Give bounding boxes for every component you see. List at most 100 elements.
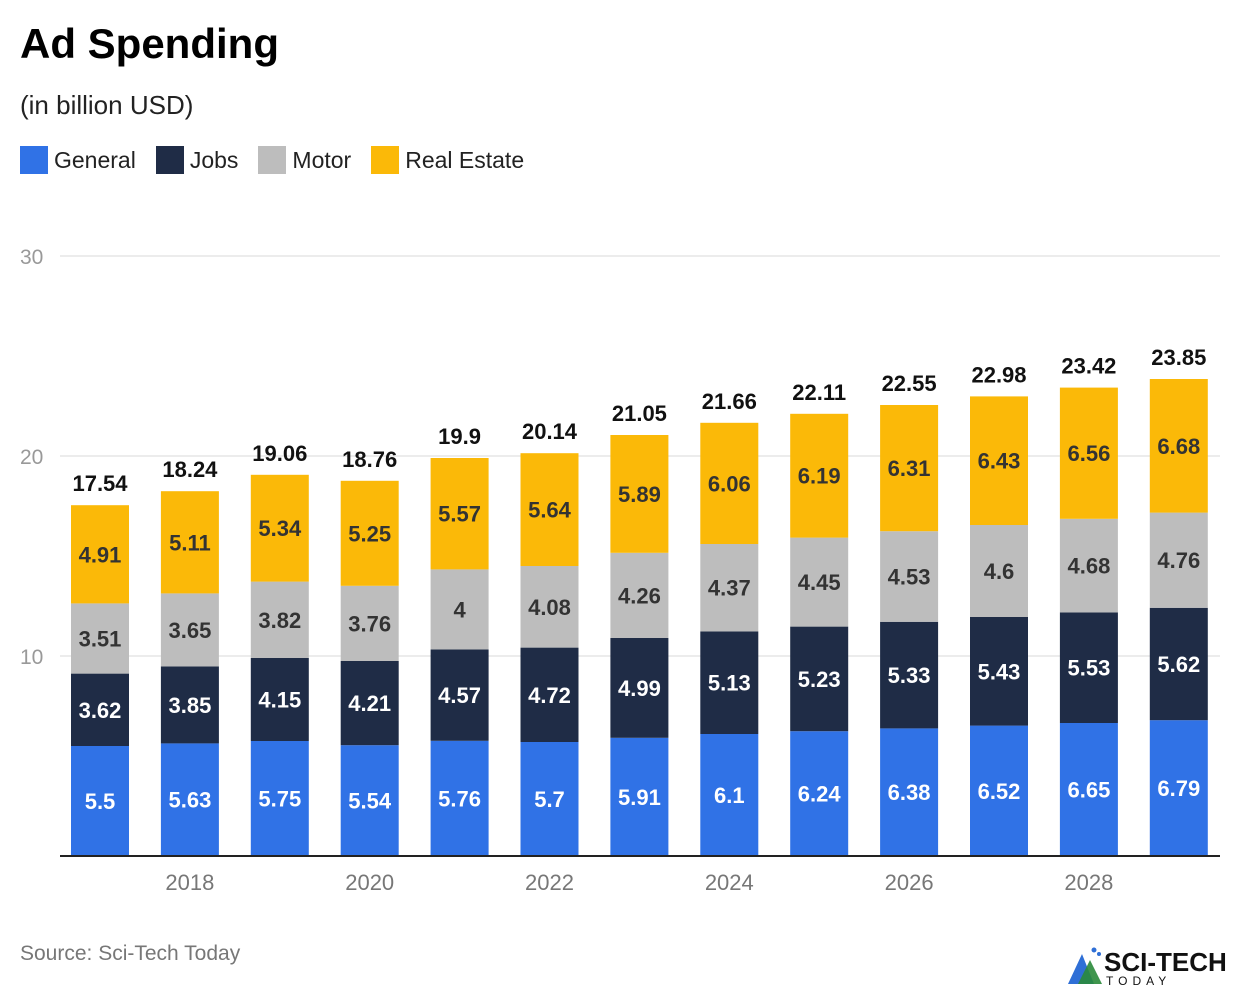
bar-segment-general bbox=[790, 731, 849, 856]
legend-swatch bbox=[20, 146, 48, 174]
total-label: 22.98 bbox=[971, 362, 1026, 387]
data-label: 6.68 bbox=[1157, 434, 1200, 459]
bar-segment-motor bbox=[880, 531, 939, 622]
data-label: 5.89 bbox=[618, 482, 661, 507]
x-tick-label: 2020 bbox=[345, 870, 394, 895]
x-tick-label: 2022 bbox=[525, 870, 574, 895]
total-label: 21.66 bbox=[702, 389, 757, 414]
data-label: 4.21 bbox=[348, 691, 391, 716]
data-label: 6.06 bbox=[708, 471, 751, 496]
data-label: 6.56 bbox=[1067, 441, 1110, 466]
data-label: 5.5 bbox=[85, 789, 116, 814]
bar-segment-jobs bbox=[250, 658, 309, 741]
total-label: 18.24 bbox=[162, 457, 218, 482]
bar-segment-jobs bbox=[970, 617, 1028, 726]
bar-segment-motor bbox=[250, 581, 309, 658]
legend-item-general[interactable]: General bbox=[20, 146, 136, 174]
data-label: 3.62 bbox=[79, 698, 122, 723]
total-label: 19.9 bbox=[438, 424, 481, 449]
bar-segment-real-estate bbox=[250, 474, 309, 582]
bar-segment-real-estate bbox=[1059, 387, 1118, 519]
sci-tech-today-logo: SCI-TECH TODAY bbox=[1068, 947, 1227, 988]
total-label: 17.54 bbox=[72, 471, 128, 496]
data-label: 4.26 bbox=[618, 583, 661, 608]
chart-subtitle: (in billion USD) bbox=[20, 90, 194, 120]
bar-segment-general bbox=[880, 728, 939, 856]
total-label: 23.42 bbox=[1061, 354, 1116, 379]
bar-segment-jobs bbox=[1149, 607, 1208, 721]
bar-segment-motor bbox=[790, 537, 849, 627]
bar-segment-motor bbox=[340, 585, 399, 661]
bar-segment-jobs bbox=[71, 673, 129, 746]
data-label: 6.1 bbox=[714, 783, 745, 808]
bar-segment-general bbox=[340, 745, 399, 856]
svg-text:SCI-TECH: SCI-TECH bbox=[1104, 947, 1227, 977]
total-label: 19.06 bbox=[252, 441, 307, 466]
data-label: 5.33 bbox=[888, 663, 931, 688]
bar-segment-real-estate bbox=[430, 458, 489, 570]
bar-segment-motor bbox=[1059, 518, 1118, 613]
total-label: 22.55 bbox=[882, 371, 937, 396]
data-label: 5.64 bbox=[528, 498, 572, 523]
bar-segment-real-estate bbox=[880, 405, 939, 532]
bar-segment-jobs bbox=[700, 631, 759, 734]
data-label: 3.76 bbox=[348, 611, 391, 636]
legend-swatch bbox=[155, 146, 184, 174]
x-tick-label: 2018 bbox=[165, 870, 214, 895]
total-label: 20.14 bbox=[522, 419, 578, 444]
data-label: 5.23 bbox=[798, 667, 841, 692]
data-label: 5.53 bbox=[1067, 656, 1110, 681]
bar-segment-general bbox=[610, 737, 669, 856]
bar-segment-general bbox=[430, 740, 489, 856]
total-label: 18.76 bbox=[342, 447, 397, 472]
data-label: 5.34 bbox=[258, 516, 302, 541]
legend-swatch bbox=[258, 146, 287, 174]
data-label: 3.51 bbox=[79, 627, 122, 652]
data-label: 6.24 bbox=[798, 782, 842, 807]
bar-segment-general bbox=[1059, 723, 1118, 856]
x-tick-label: 2024 bbox=[705, 870, 754, 895]
bar-segment-motor bbox=[1149, 512, 1208, 608]
legend-swatch bbox=[371, 146, 400, 174]
data-label: 4 bbox=[453, 597, 466, 622]
data-label: 6.65 bbox=[1067, 778, 1110, 803]
bar-segment-real-estate bbox=[160, 491, 219, 594]
bar-segment-real-estate bbox=[71, 505, 129, 604]
y-tick-label: 10 bbox=[20, 646, 43, 669]
bar-segment-general bbox=[250, 741, 309, 856]
x-tick-label: 2026 bbox=[885, 870, 934, 895]
legend: General Jobs Motor Real Estate bbox=[20, 146, 524, 174]
bar-segment-real-estate bbox=[970, 396, 1028, 525]
data-label: 5.62 bbox=[1157, 652, 1200, 677]
data-label: 5.43 bbox=[978, 659, 1021, 684]
bar-segment-real-estate bbox=[340, 480, 399, 586]
bar-segment-motor bbox=[430, 569, 489, 650]
data-label: 4.53 bbox=[888, 565, 931, 590]
data-label: 6.38 bbox=[888, 780, 931, 805]
bar-segment-motor bbox=[700, 544, 759, 632]
data-label: 5.13 bbox=[708, 671, 751, 696]
bar-segment-motor bbox=[160, 593, 219, 667]
source-note: Source: Sci-Tech Today bbox=[20, 942, 241, 965]
bar-segment-real-estate bbox=[790, 413, 849, 538]
legend-label: General bbox=[54, 146, 136, 173]
bar-segment-real-estate bbox=[610, 435, 669, 553]
data-label: 4.76 bbox=[1157, 548, 1200, 573]
bar-segment-general bbox=[700, 734, 759, 856]
data-label: 4.72 bbox=[528, 683, 571, 708]
bar-segment-jobs bbox=[520, 647, 579, 742]
data-label: 6.52 bbox=[978, 779, 1021, 804]
legend-label: Real Estate bbox=[405, 146, 525, 173]
bar-segment-jobs bbox=[1059, 612, 1118, 723]
legend-item-motor[interactable]: Motor bbox=[258, 146, 351, 174]
legend-item-jobs[interactable]: Jobs bbox=[155, 146, 238, 174]
legend-item-real-estate[interactable]: Real Estate bbox=[371, 146, 524, 174]
data-label: 4.45 bbox=[798, 570, 841, 595]
bar-segment-jobs bbox=[430, 649, 489, 741]
total-label: 22.11 bbox=[792, 380, 846, 405]
data-label: 5.7 bbox=[534, 787, 565, 812]
bar-segment-general bbox=[520, 742, 579, 856]
data-label: 5.57 bbox=[438, 502, 481, 527]
total-label: 21.05 bbox=[612, 401, 667, 426]
